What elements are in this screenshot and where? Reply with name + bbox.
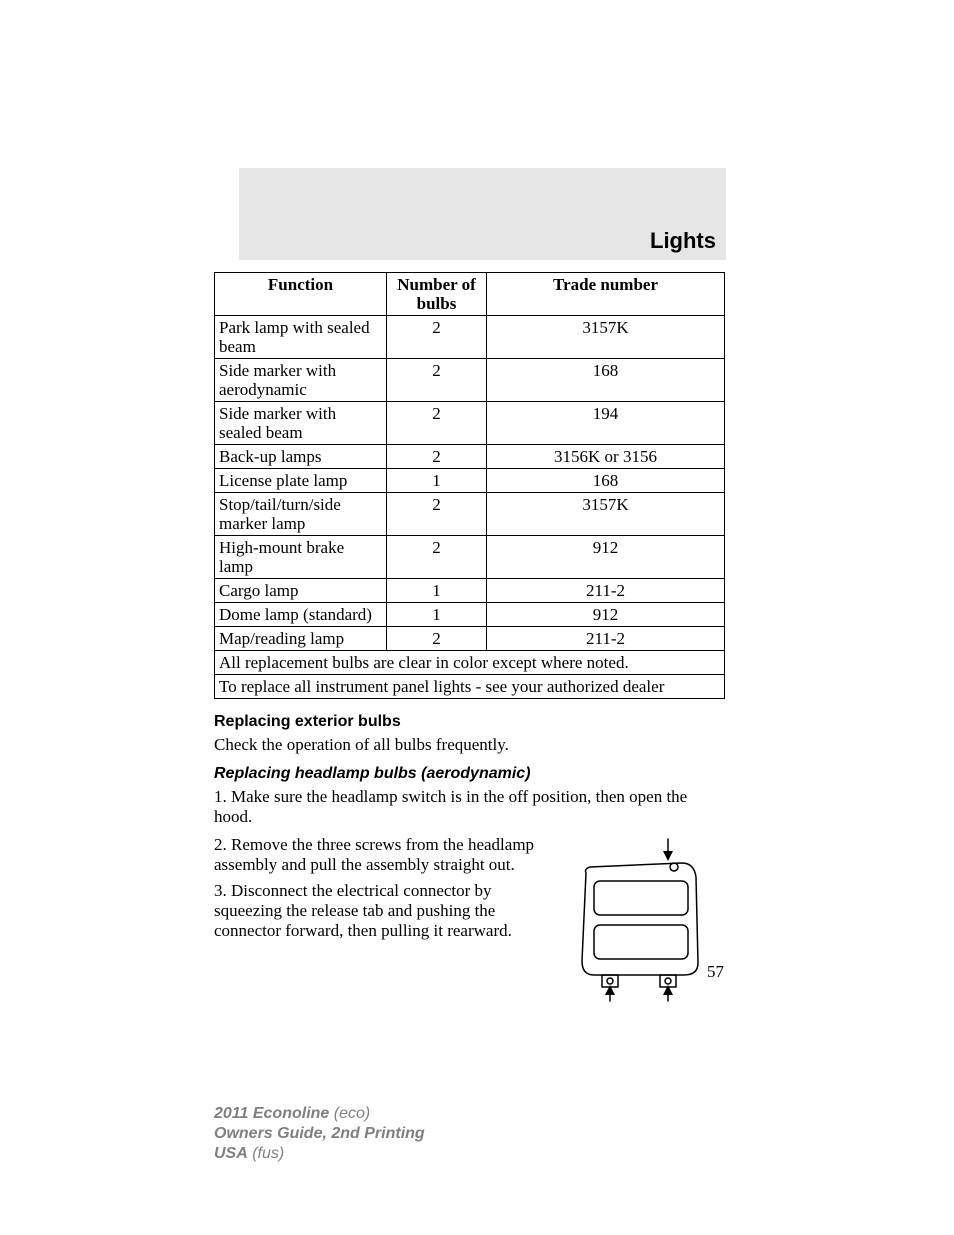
- footer-line-3: USA (fus): [214, 1144, 425, 1164]
- cell-bulbs: 2: [387, 359, 487, 402]
- step-2: 2. Remove the three screws from the head…: [214, 835, 544, 875]
- table-row: Side marker with sealed beam 2 194: [215, 402, 725, 445]
- bulb-table: Function Number of bulbs Trade number Pa…: [214, 272, 725, 699]
- cell-bulbs: 2: [387, 536, 487, 579]
- cell-function: Stop/tail/turn/side marker lamp: [215, 493, 387, 536]
- cell-trade: 211-2: [487, 579, 725, 603]
- cell-function: High-mount brake lamp: [215, 536, 387, 579]
- cell-function: License plate lamp: [215, 469, 387, 493]
- content-area: Function Number of bulbs Trade number Pa…: [214, 272, 724, 1003]
- cell-bulbs: 2: [387, 493, 487, 536]
- step-text-column: 2. Remove the three screws from the head…: [214, 833, 544, 947]
- table-row: Park lamp with sealed beam 2 3157K: [215, 316, 725, 359]
- footer-model: 2011 Econoline: [214, 1105, 329, 1122]
- footer: 2011 Econoline (eco) Owners Guide, 2nd P…: [214, 1104, 425, 1164]
- cell-bulbs: 1: [387, 603, 487, 627]
- table-row: Back-up lamps 2 3156K or 3156: [215, 445, 725, 469]
- cell-trade: 194: [487, 402, 725, 445]
- cell-function: Cargo lamp: [215, 579, 387, 603]
- cell-bulbs: 2: [387, 445, 487, 469]
- cell-trade: 211-2: [487, 627, 725, 651]
- table-row: Side marker with aerodynamic 2 168: [215, 359, 725, 402]
- table-note-row: To replace all instrument panel lights -…: [215, 675, 725, 699]
- col-header-bulbs: Number of bulbs: [387, 273, 487, 316]
- page-number: 57: [707, 962, 724, 982]
- steps-with-figure: 2. Remove the three screws from the head…: [214, 833, 724, 1003]
- cell-trade: 3156K or 3156: [487, 445, 725, 469]
- table-row: Map/reading lamp 2 211-2: [215, 627, 725, 651]
- cell-function: Dome lamp (standard): [215, 603, 387, 627]
- footer-model-code: (eco): [329, 1105, 370, 1122]
- table-header-row: Function Number of bulbs Trade number: [215, 273, 725, 316]
- cell-bulbs: 2: [387, 627, 487, 651]
- footer-region: USA: [214, 1145, 248, 1162]
- step-3: 3. Disconnect the electrical connector b…: [214, 881, 544, 941]
- cell-bulbs: 2: [387, 316, 487, 359]
- cell-trade: 168: [487, 359, 725, 402]
- cell-trade: 912: [487, 603, 725, 627]
- footer-region-code: (fus): [248, 1145, 284, 1162]
- header-band: Lights: [239, 168, 726, 260]
- table-row: License plate lamp 1 168: [215, 469, 725, 493]
- cell-function: Side marker with aerodynamic: [215, 359, 387, 402]
- table-row: Cargo lamp 1 211-2: [215, 579, 725, 603]
- heading-replacing-exterior: Replacing exterior bulbs: [214, 713, 724, 731]
- col-header-trade: Trade number: [487, 273, 725, 316]
- table-row: High-mount brake lamp 2 912: [215, 536, 725, 579]
- cell-trade: 168: [487, 469, 725, 493]
- table-row: Stop/tail/turn/side marker lamp 2 3157K: [215, 493, 725, 536]
- table-row: Dome lamp (standard) 1 912: [215, 603, 725, 627]
- section-title: Lights: [650, 228, 716, 254]
- paragraph: Check the operation of all bulbs frequen…: [214, 735, 724, 755]
- heading-replacing-headlamp: Replacing headlamp bulbs (aerodynamic): [214, 765, 724, 783]
- table-note-row: All replacement bulbs are clear in color…: [215, 651, 725, 675]
- cell-function: Back-up lamps: [215, 445, 387, 469]
- cell-trade: 3157K: [487, 493, 725, 536]
- cell-function: Map/reading lamp: [215, 627, 387, 651]
- cell-trade: 912: [487, 536, 725, 579]
- footer-line-2: Owners Guide, 2nd Printing: [214, 1124, 425, 1144]
- table-note: All replacement bulbs are clear in color…: [215, 651, 725, 675]
- cell-bulbs: 2: [387, 402, 487, 445]
- cell-bulbs: 1: [387, 579, 487, 603]
- cell-trade: 3157K: [487, 316, 725, 359]
- page: Lights Function Number of bulbs Trade nu…: [0, 0, 954, 1235]
- step-1: 1. Make sure the headlamp switch is in t…: [214, 787, 724, 827]
- headlamp-icon: [564, 833, 714, 1003]
- cell-function: Side marker with sealed beam: [215, 402, 387, 445]
- headlamp-figure: [554, 833, 724, 1003]
- cell-function: Park lamp with sealed beam: [215, 316, 387, 359]
- col-header-function: Function: [215, 273, 387, 316]
- cell-bulbs: 1: [387, 469, 487, 493]
- table-note: To replace all instrument panel lights -…: [215, 675, 725, 699]
- footer-line-1: 2011 Econoline (eco): [214, 1104, 425, 1124]
